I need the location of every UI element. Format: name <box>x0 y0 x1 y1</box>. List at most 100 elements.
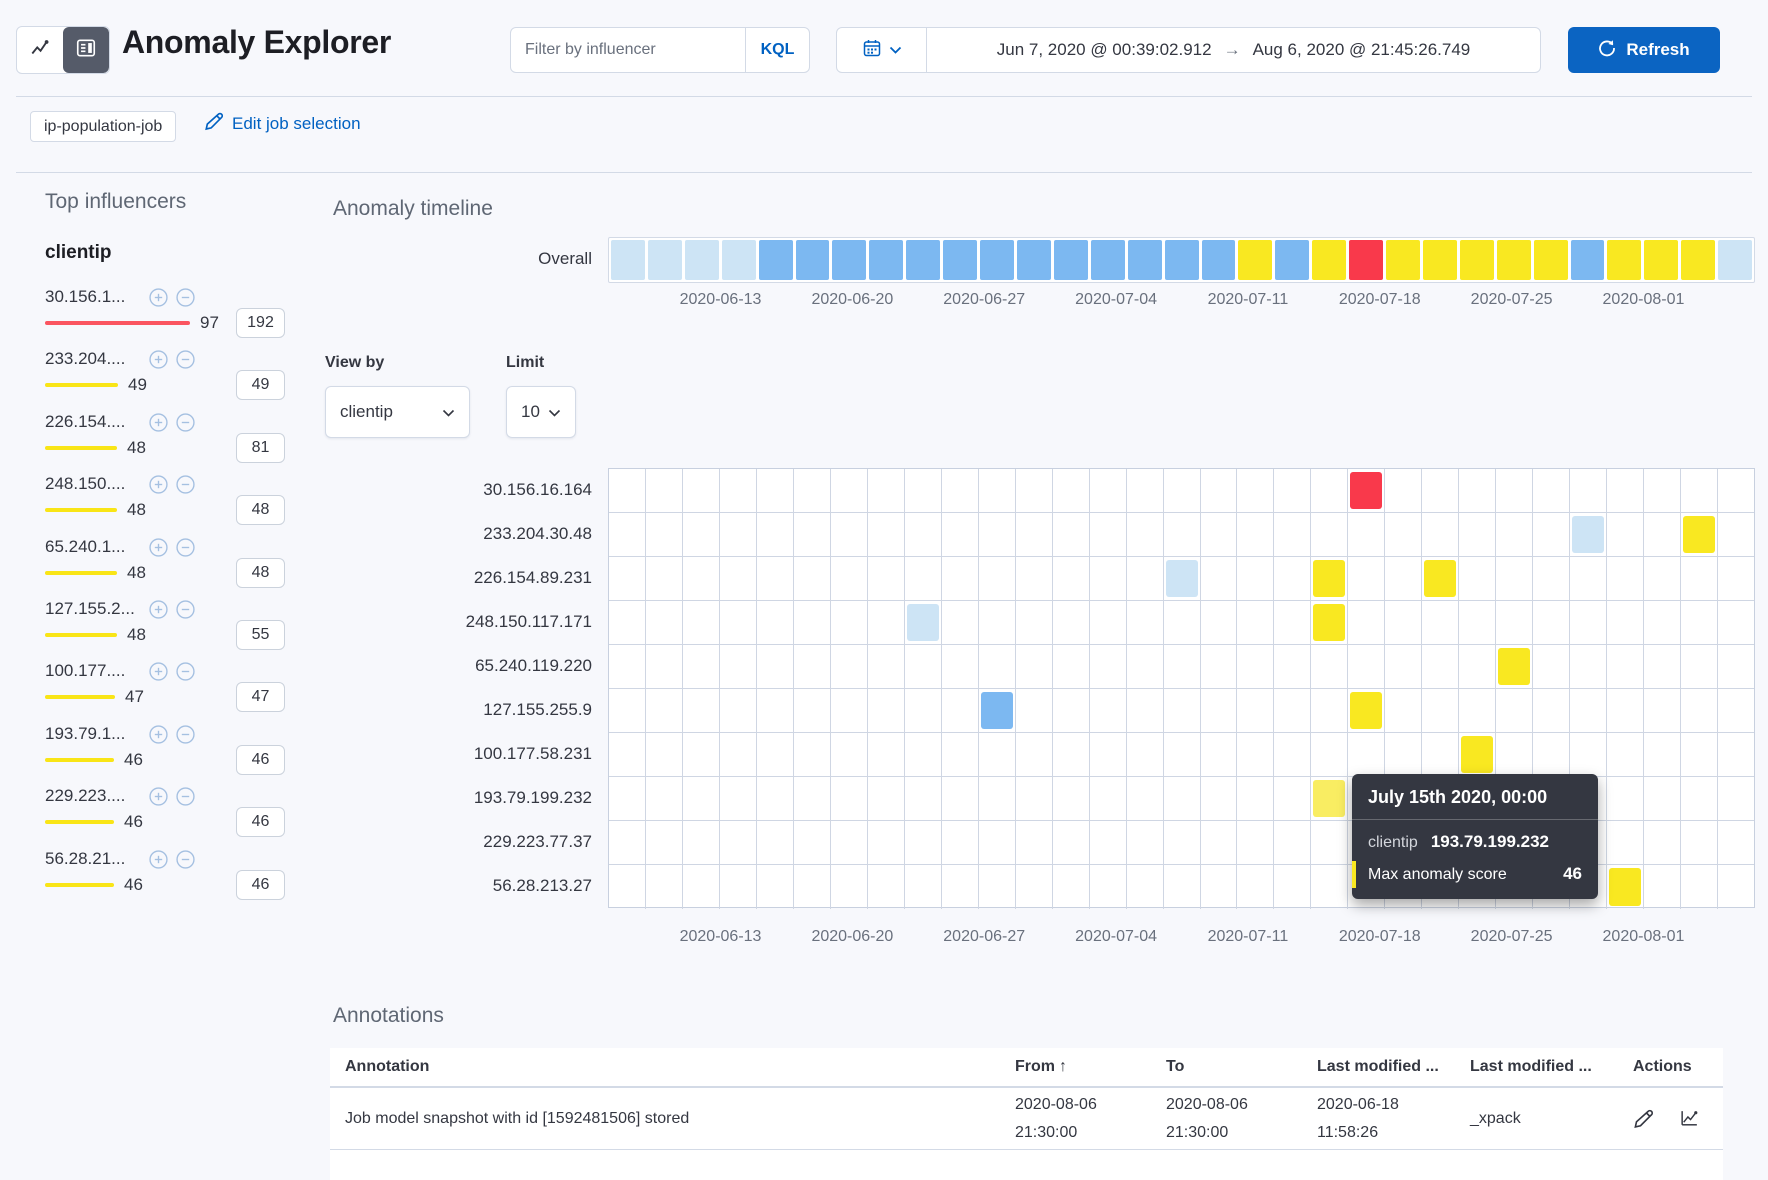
swimlane-cell[interactable] <box>1607 557 1645 600</box>
swimlane-cell[interactable] <box>868 821 905 864</box>
swimlane-cell[interactable] <box>1422 601 1460 644</box>
swimlane-cell[interactable] <box>1718 601 1754 644</box>
swimlane-cell[interactable] <box>1164 821 1201 864</box>
swimlane-cell[interactable] <box>1681 777 1719 820</box>
swimlane-cell[interactable] <box>683 513 720 556</box>
overall-swimlane-cell[interactable] <box>832 240 867 280</box>
swimlane-cell[interactable] <box>1607 865 1645 909</box>
swimlane-cell[interactable] <box>1274 557 1312 600</box>
swimlane-cell[interactable] <box>683 821 720 864</box>
overall-swimlane-cell[interactable] <box>1570 240 1605 280</box>
swimlane-cell[interactable] <box>868 557 905 600</box>
swimlane-cell[interactable] <box>1164 645 1201 688</box>
swimlane-cell[interactable] <box>1090 601 1127 644</box>
add-filter-icon[interactable] <box>149 849 168 869</box>
swimlane-cell[interactable] <box>1053 513 1090 556</box>
swimlane-cell[interactable] <box>1644 469 1682 512</box>
single-metric-viewer-button[interactable] <box>17 27 63 73</box>
swimlane-cell[interactable] <box>1570 865 1608 909</box>
anomaly-cell-marker[interactable] <box>1313 780 1346 817</box>
swimlane-cell[interactable] <box>1570 733 1608 776</box>
end-date[interactable]: Aug 6, 2020 @ 21:45:26.749 <box>1252 40 1471 59</box>
swimlane-cell[interactable] <box>1681 601 1719 644</box>
swimlane-cell[interactable] <box>905 557 942 600</box>
swimlane-cell[interactable] <box>1053 645 1090 688</box>
swimlane-cell[interactable] <box>1311 513 1349 556</box>
swimlane-cell[interactable] <box>1311 733 1349 776</box>
swimlane-cell[interactable] <box>942 601 979 644</box>
add-filter-icon[interactable] <box>149 599 168 619</box>
remove-filter-icon[interactable] <box>176 537 195 557</box>
swimlane-cell[interactable] <box>1127 557 1164 600</box>
swimlane-cell[interactable] <box>1016 469 1053 512</box>
swimlane-cell[interactable] <box>1422 689 1460 732</box>
swimlane-cell[interactable] <box>1237 469 1275 512</box>
swimlane-cell[interactable] <box>646 557 683 600</box>
swimlane-cell[interactable] <box>1496 689 1534 732</box>
swimlane-cell[interactable] <box>1311 821 1349 864</box>
swimlane-cell[interactable] <box>1237 689 1275 732</box>
swimlane-cell[interactable] <box>1016 777 1053 820</box>
swimlane-cell[interactable] <box>1016 601 1053 644</box>
swimlane-cell[interactable] <box>1274 601 1312 644</box>
swimlane-cell[interactable] <box>757 777 794 820</box>
swimlane-cell[interactable] <box>1127 689 1164 732</box>
swimlane-cell[interactable] <box>868 865 905 909</box>
swimlane-cell[interactable] <box>1274 689 1312 732</box>
swimlane-cell[interactable] <box>1644 645 1682 688</box>
swimlane-cell[interactable] <box>1016 865 1053 909</box>
anomaly-cell-marker[interactable] <box>1461 736 1494 773</box>
anomaly-cell-marker[interactable] <box>1498 648 1531 685</box>
anomaly-cell-marker[interactable] <box>1313 560 1346 597</box>
swimlane-cell[interactable] <box>1201 645 1238 688</box>
swimlane-cell[interactable] <box>720 733 757 776</box>
swimlane-cell[interactable] <box>1090 777 1127 820</box>
swimlane-cell[interactable] <box>757 557 794 600</box>
swimlane-cell[interactable] <box>1053 865 1090 909</box>
swimlane-cell[interactable] <box>1237 865 1275 909</box>
swimlane-cell[interactable] <box>1090 689 1127 732</box>
swimlane-cell[interactable] <box>646 689 683 732</box>
swimlane-cell[interactable] <box>1644 865 1682 909</box>
swimlane-cell[interactable] <box>1570 513 1608 556</box>
swimlane-cell[interactable] <box>1053 689 1090 732</box>
column-header-last-modified-date[interactable]: Last modified ... <box>1317 1058 1439 1075</box>
swimlane-cell[interactable] <box>1422 557 1460 600</box>
swimlane-cell[interactable] <box>1237 557 1275 600</box>
swimlane-cell[interactable] <box>905 733 942 776</box>
swimlane-cell[interactable] <box>646 777 683 820</box>
swimlane-cell[interactable] <box>1127 777 1164 820</box>
swimlane-cell[interactable] <box>1201 601 1238 644</box>
kql-button[interactable]: KQL <box>745 28 809 72</box>
swimlane-cell[interactable] <box>1570 469 1608 512</box>
swimlane-cell[interactable] <box>979 645 1016 688</box>
overall-swimlane-cell[interactable] <box>1533 240 1568 280</box>
swimlane-cell[interactable] <box>609 689 646 732</box>
swimlane-cell[interactable] <box>1607 821 1645 864</box>
swimlane-cell[interactable] <box>609 865 646 909</box>
add-filter-icon[interactable] <box>149 786 168 806</box>
edit-job-selection-link[interactable]: Edit job selection <box>204 112 361 136</box>
swimlane-cell[interactable] <box>905 821 942 864</box>
swimlane-cell[interactable] <box>905 645 942 688</box>
swimlane-cell[interactable] <box>1681 821 1719 864</box>
swimlane-cell[interactable] <box>1607 645 1645 688</box>
overall-swimlane-cell[interactable] <box>980 240 1014 280</box>
swimlane-cell[interactable] <box>1311 601 1349 644</box>
swimlane-cell[interactable] <box>1718 513 1754 556</box>
limit-select[interactable]: 10 <box>506 386 576 438</box>
swimlane-cell[interactable] <box>757 733 794 776</box>
swimlane-cell[interactable] <box>794 689 831 732</box>
swimlane-cell[interactable] <box>1681 557 1719 600</box>
swimlane-cell[interactable] <box>1718 469 1754 512</box>
swimlane-cell[interactable] <box>1053 821 1090 864</box>
swimlane-cell[interactable] <box>720 777 757 820</box>
swimlane-cell[interactable] <box>683 689 720 732</box>
anomaly-cell-marker[interactable] <box>980 692 1013 729</box>
swimlane-cell[interactable] <box>1053 557 1090 600</box>
overall-swimlane-cell[interactable] <box>1090 240 1125 280</box>
swimlane-cell[interactable] <box>1053 469 1090 512</box>
swimlane-cell[interactable] <box>1644 777 1682 820</box>
overall-swimlane-cell[interactable] <box>1053 240 1088 280</box>
add-filter-icon[interactable] <box>149 661 168 681</box>
